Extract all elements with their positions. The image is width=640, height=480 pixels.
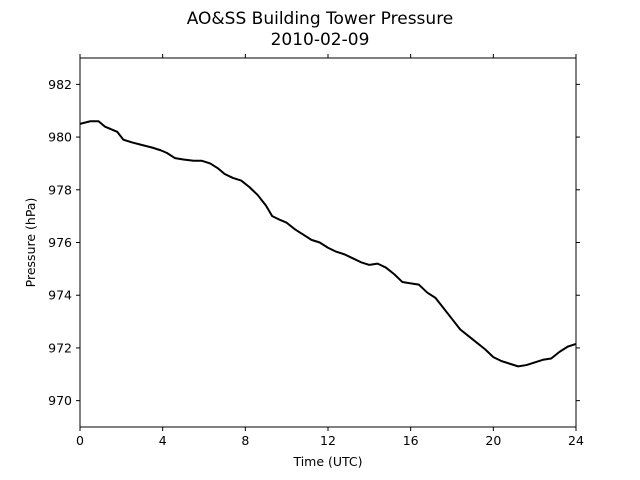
y-tick-label: 972 bbox=[48, 340, 72, 355]
chart-subtitle: 2010-02-09 bbox=[271, 30, 370, 50]
pressure-series-line bbox=[79, 120, 577, 368]
x-tick-label: 24 bbox=[568, 433, 584, 448]
y-tick-label: 970 bbox=[48, 393, 72, 408]
chart-title: AO&SS Building Tower Pressure bbox=[187, 9, 454, 29]
x-tick-label: 0 bbox=[76, 433, 84, 448]
y-axis-label: Pressure (hPa) bbox=[23, 198, 38, 288]
y-tick-label: 974 bbox=[48, 288, 72, 303]
y-tick-label: 978 bbox=[48, 182, 72, 197]
ticks-layer: 0 4 8 12 16 20 24 970 972 974 976 978 980 982 bbox=[48, 54, 584, 448]
y-tick-label: 976 bbox=[48, 235, 72, 250]
x-tick-label: 4 bbox=[159, 433, 167, 448]
x-tick-label: 12 bbox=[320, 433, 336, 448]
series-layer bbox=[79, 120, 577, 368]
x-tick-label: 20 bbox=[485, 433, 501, 448]
plot-frame bbox=[79, 57, 577, 428]
y-tick-label: 982 bbox=[48, 77, 72, 92]
x-axis-label: Time (UTC) bbox=[292, 454, 362, 469]
x-tick-label: 16 bbox=[403, 433, 419, 448]
y-tick-label: 980 bbox=[48, 130, 72, 145]
x-tick-label: 8 bbox=[241, 433, 249, 448]
